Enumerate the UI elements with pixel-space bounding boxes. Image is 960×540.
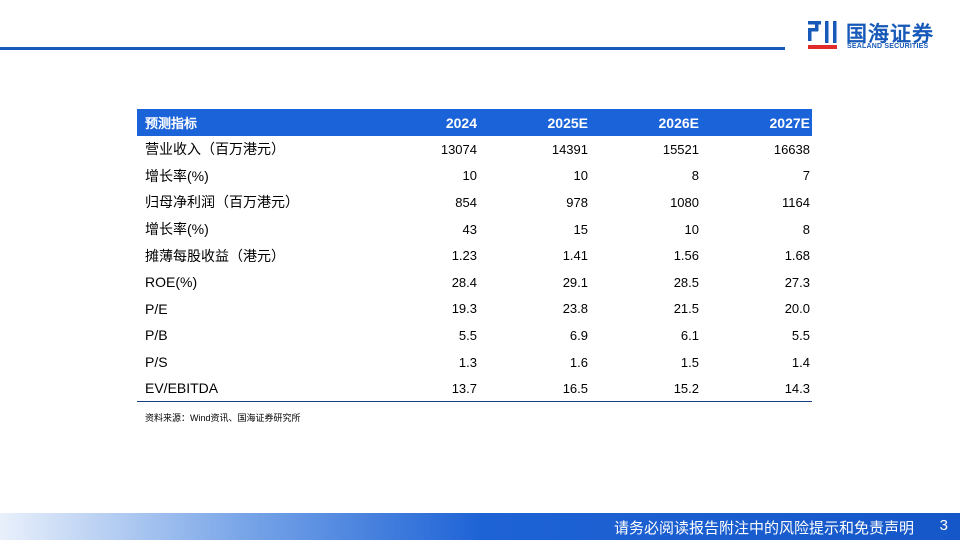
- table-row: P/B 5.5 6.9 6.1 5.5: [137, 322, 812, 349]
- header-divider: [0, 47, 785, 50]
- table-cell: 15: [573, 221, 588, 237]
- table-cell: 7: [802, 168, 810, 184]
- table-cell: 8: [691, 168, 699, 184]
- column-header: 预测指标: [145, 116, 198, 131]
- row-label: ROE(%): [145, 274, 198, 291]
- table-cell: 1.4: [791, 354, 810, 370]
- column-header: 2024: [445, 114, 477, 131]
- table-cell: 28.4: [451, 274, 477, 290]
- table-body: 营业收入（百万港元） 13074 14391 15521 16638 增长率(%) 10 10…: [137, 136, 812, 403]
- table-cell: 1.6: [569, 354, 588, 370]
- table-cell: 5.5: [791, 327, 810, 343]
- table-row: 增长率(%) 10 10 8 7: [137, 163, 812, 190]
- table-row: 营业收入（百万港元） 13074 14391 15521 16638: [137, 136, 812, 163]
- table-cell: 43: [462, 221, 477, 237]
- row-label: 营业收入（百万港元）: [145, 141, 285, 158]
- table-row: 摊薄每股收益（港元） 1.23 1.41 1.56 1.68: [137, 242, 812, 269]
- table-cell: 14.3: [701, 375, 812, 403]
- table-cell: 1164: [782, 194, 810, 210]
- data-source-note: 资料来源：Wind资讯、国海证券研究所: [145, 413, 301, 423]
- table-header-row: 预测指标 2024 2025E 2026E 2027E: [137, 109, 812, 136]
- table-cell: 1.23: [451, 248, 477, 264]
- table-row: EV/EBITDA 13.7 16.5 15.2 14.3: [137, 375, 812, 403]
- table-cell: 6.9: [569, 327, 588, 343]
- column-header: 2026E: [658, 114, 699, 131]
- table-cell: 854: [455, 194, 477, 210]
- row-label: 增长率(%): [145, 167, 209, 184]
- row-label: P/E: [145, 300, 168, 317]
- row-label: 增长率(%): [145, 221, 209, 238]
- footer-bar: 请务必阅读报告附注中的风险提示和免责声明 3: [0, 513, 960, 540]
- table-row: P/E 19.3 23.8 21.5 20.0: [137, 296, 812, 323]
- company-logo: 国海证券 SEALAND SECURITIES: [806, 18, 946, 54]
- table-cell: 10: [684, 221, 699, 237]
- table-cell: 16.5: [479, 375, 590, 403]
- logo-chinese-name: 国海证券: [846, 22, 934, 46]
- table-cell: 1.41: [562, 248, 588, 264]
- table-cell: 20.0: [784, 301, 810, 317]
- table-row: 归母净利润（百万港元） 854 978 1080 1164: [137, 189, 812, 216]
- table-cell: 1.68: [784, 248, 810, 264]
- row-label: P/B: [145, 327, 168, 344]
- table-cell: 13.7: [357, 375, 479, 403]
- page-number: 3: [939, 517, 948, 534]
- column-header: 2027E: [769, 114, 810, 131]
- table-cell: 15521: [662, 141, 699, 157]
- table-cell: 8: [802, 221, 810, 237]
- table-cell: 13074: [440, 141, 477, 157]
- table-cell: 27.3: [784, 274, 810, 290]
- table-cell: 16638: [773, 141, 810, 157]
- table-cell: 1.5: [680, 354, 699, 370]
- forecast-table: 预测指标 2024 2025E 2026E 2027E 营业收入（百万港元） 13…: [137, 109, 812, 403]
- table-header: 预测指标 2024 2025E 2026E 2027E: [137, 109, 812, 136]
- table-cell: 978: [566, 194, 588, 210]
- row-label: 摊薄每股收益（港元）: [145, 247, 285, 264]
- table-cell: 21.5: [673, 301, 699, 317]
- table-cell: 10: [573, 168, 588, 184]
- column-header: 2025E: [547, 114, 588, 131]
- table-cell: 1080: [670, 194, 699, 210]
- row-label: P/S: [145, 354, 168, 371]
- table-cell: 14391: [551, 141, 588, 157]
- table-cell: 5.5: [458, 327, 477, 343]
- logo-english-name: SEALAND SECURITIES: [847, 43, 929, 50]
- row-label: EV/EBITDA: [137, 375, 357, 403]
- table-row: 增长率(%) 43 15 10 8: [137, 216, 812, 243]
- row-label: 归母净利润（百万港元）: [145, 194, 299, 211]
- table-cell: 1.3: [458, 354, 477, 370]
- table-row: ROE(%) 28.4 29.1 28.5 27.3: [137, 269, 812, 296]
- table-cell: 23.8: [562, 301, 588, 317]
- table-cell: 15.2: [590, 375, 701, 403]
- forecast-table-container: 预测指标 2024 2025E 2026E 2027E 营业收入（百万港元） 13…: [137, 109, 812, 403]
- disclaimer-text: 请务必阅读报告附注中的风险提示和免责声明: [613, 520, 914, 537]
- sealand-logo-icon: [808, 21, 837, 49]
- table-cell: 29.1: [562, 274, 588, 290]
- table-row: P/S 1.3 1.6 1.5 1.4: [137, 349, 812, 376]
- table-cell: 10: [462, 168, 477, 184]
- table-cell: 6.1: [680, 327, 699, 343]
- table-cell: 1.56: [673, 248, 699, 264]
- table-cell: 19.3: [451, 301, 477, 317]
- table-cell: 28.5: [673, 274, 699, 290]
